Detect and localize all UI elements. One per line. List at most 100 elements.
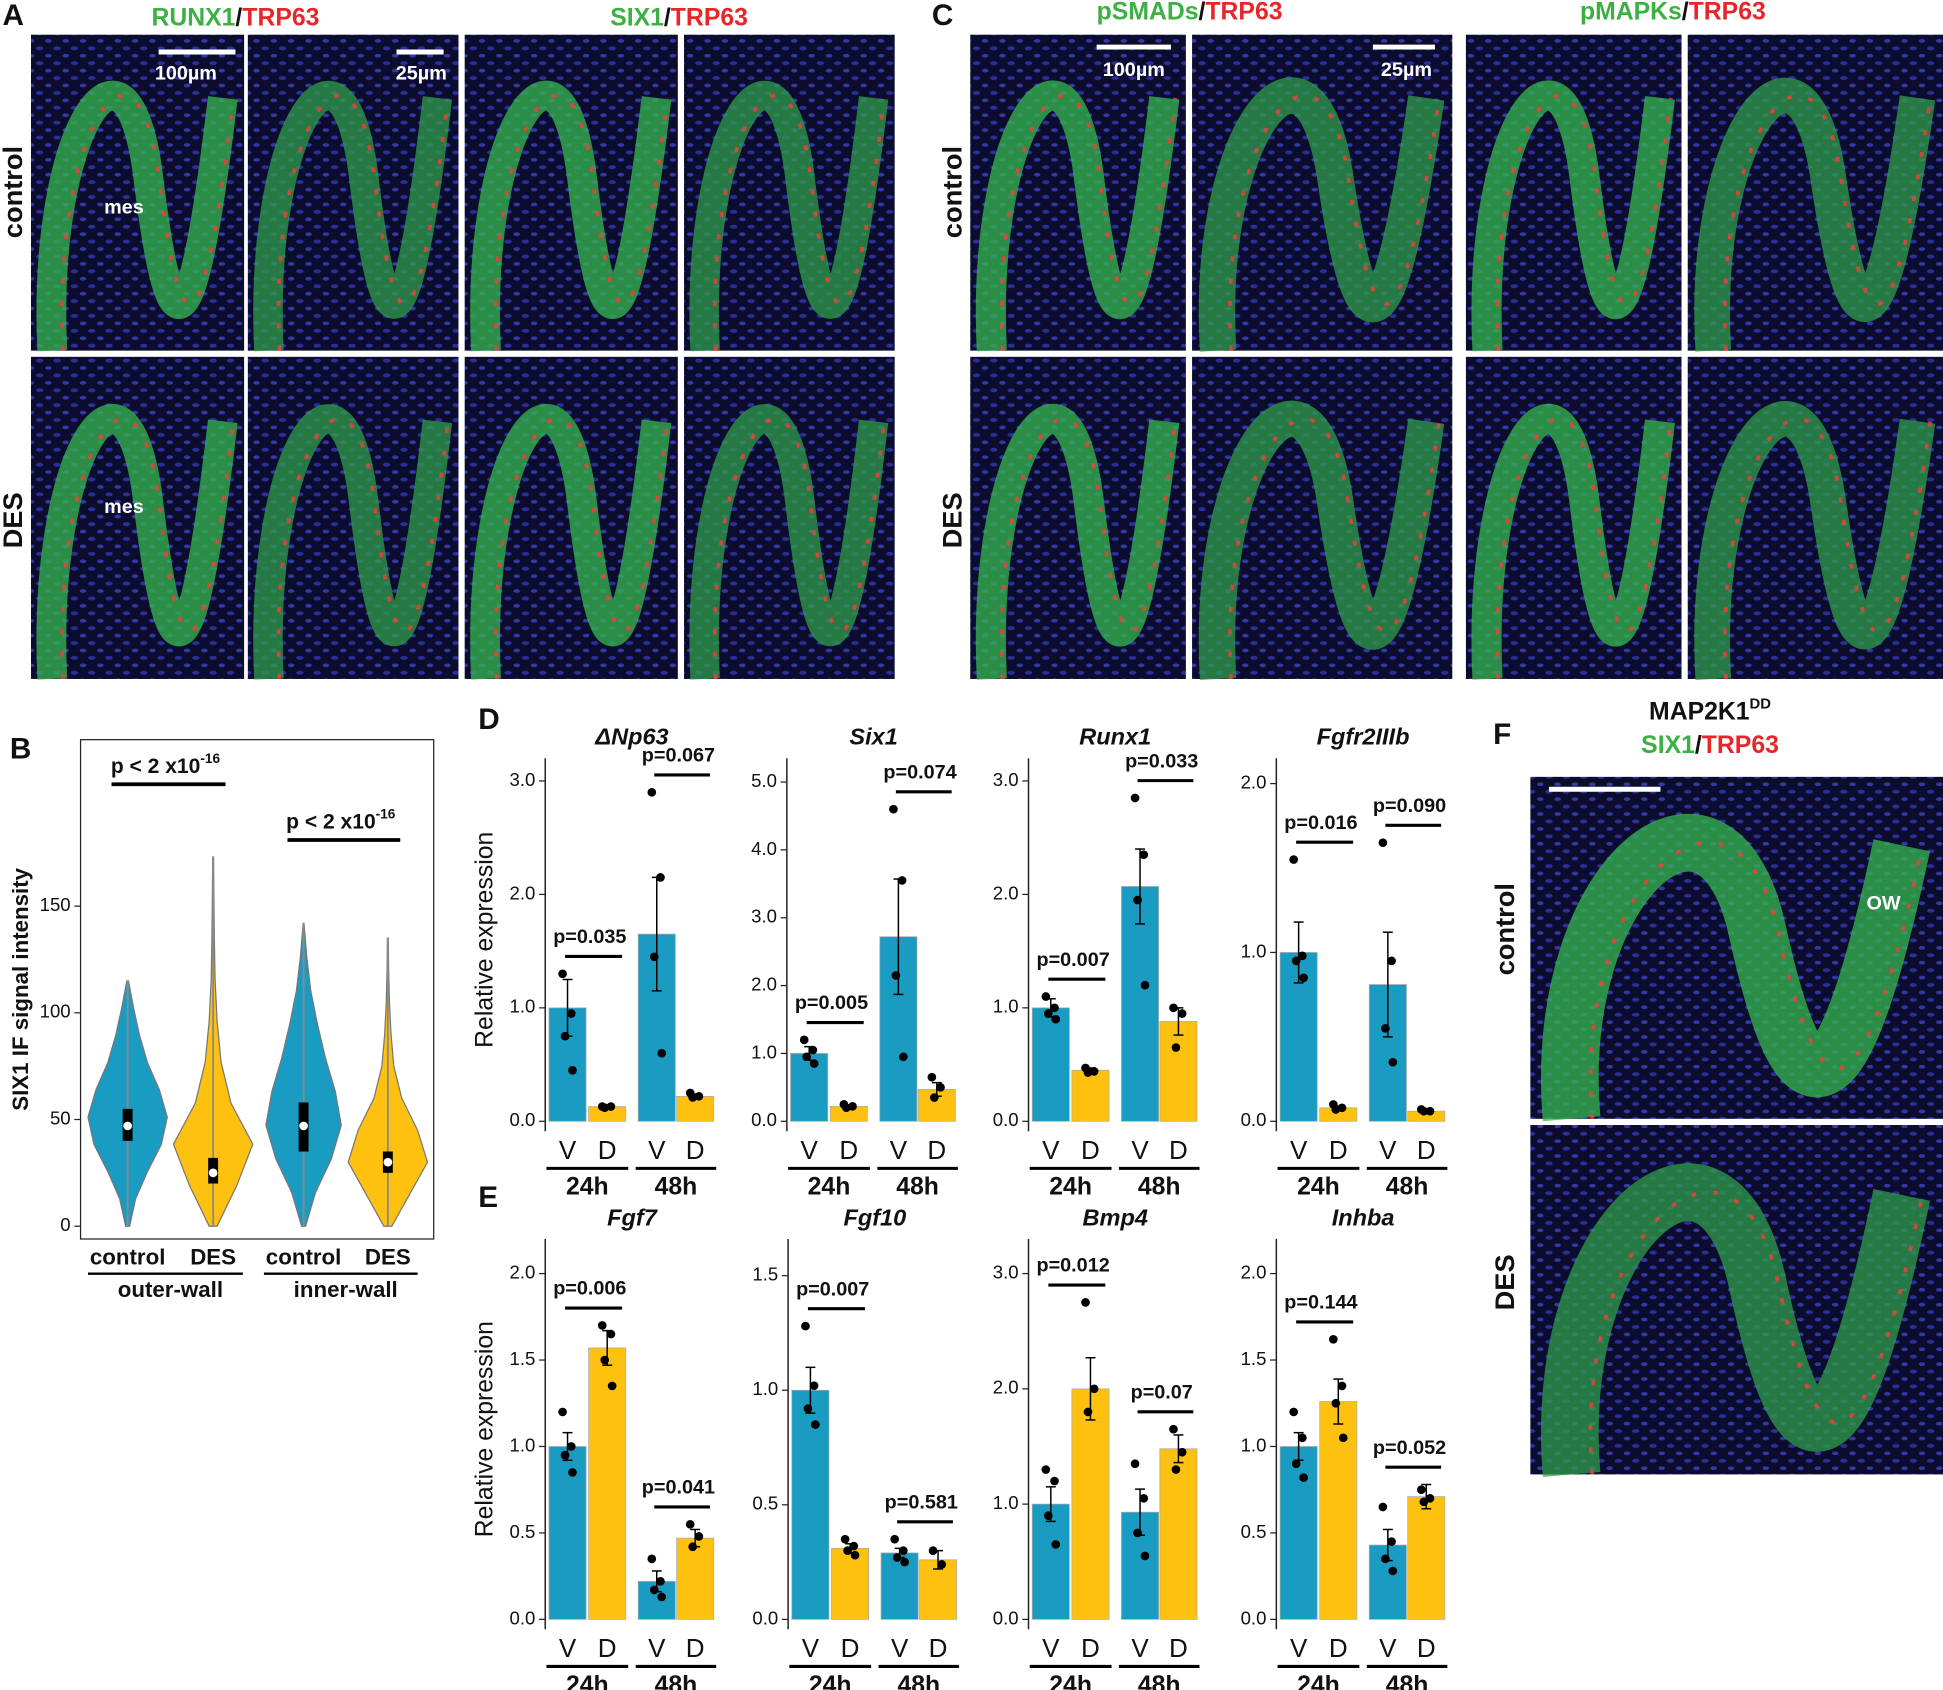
data-point bbox=[1169, 1003, 1178, 1013]
data-point bbox=[1081, 1298, 1090, 1307]
chart-title: Fgfr2IIIb bbox=[1317, 724, 1410, 750]
p-value: p < 2 x10-16 bbox=[111, 751, 221, 777]
x-tick-label: D bbox=[1081, 1135, 1100, 1165]
group-label: 24h bbox=[808, 1174, 851, 1201]
group-label: 24h bbox=[809, 1672, 852, 1690]
data-point bbox=[688, 1542, 698, 1552]
scale-label: 100µm bbox=[155, 63, 217, 85]
x-tick-label: V bbox=[802, 1633, 820, 1663]
y-tick-label: 1.0 bbox=[752, 1378, 778, 1399]
data-point bbox=[1140, 980, 1150, 990]
data-point bbox=[1388, 1566, 1398, 1576]
y-tick-label: 3.0 bbox=[751, 906, 777, 927]
p-value: p=0.007 bbox=[796, 1278, 869, 1300]
x-tick-label: D bbox=[598, 1135, 617, 1165]
data-point bbox=[1381, 1554, 1390, 1564]
p-text: p < 2 x10 bbox=[111, 755, 201, 778]
bar bbox=[1121, 886, 1159, 1122]
y-tick-label: 2.0 bbox=[751, 973, 777, 994]
bar bbox=[1407, 1496, 1446, 1620]
stain: SIX1 bbox=[1641, 731, 1695, 758]
image-header: pMAPKs/TRP63 bbox=[1580, 0, 1766, 25]
group-label: 24h bbox=[566, 1672, 609, 1690]
bar bbox=[676, 1537, 715, 1620]
x-tick-label: DES bbox=[365, 1245, 411, 1270]
data-point bbox=[1050, 1003, 1059, 1013]
x-tick-label: D bbox=[1417, 1633, 1436, 1663]
p-value: p=0.052 bbox=[1373, 1437, 1446, 1459]
data-point bbox=[1331, 1398, 1341, 1408]
x-tick-label: V bbox=[1131, 1135, 1149, 1165]
x-tick-label: V bbox=[1042, 1633, 1060, 1663]
y-tick-label: 0.5 bbox=[1241, 1521, 1267, 1542]
y-tick-label: 2.0 bbox=[1241, 1261, 1267, 1282]
y-axis-title: Relative expression bbox=[471, 1321, 498, 1537]
p-value: p=0.007 bbox=[1036, 949, 1109, 971]
p-value: p=0.016 bbox=[1284, 812, 1357, 834]
group-label: 24h bbox=[1049, 1174, 1092, 1201]
data-point bbox=[843, 1546, 852, 1555]
x-tick-label: V bbox=[559, 1135, 577, 1165]
data-point bbox=[688, 1093, 698, 1102]
x-tick-label: D bbox=[841, 1633, 860, 1663]
x-tick-label: V bbox=[1379, 1135, 1397, 1165]
p-value: p=0.006 bbox=[553, 1278, 626, 1300]
x-tick-label: D bbox=[1329, 1135, 1348, 1165]
bar bbox=[1031, 1007, 1070, 1122]
data-point bbox=[560, 1031, 570, 1041]
data-point bbox=[647, 787, 657, 797]
stain: TRP63 bbox=[671, 4, 748, 31]
group-label: 48h bbox=[1386, 1174, 1429, 1201]
x-tick-label: D bbox=[1169, 1633, 1188, 1663]
plot-frame bbox=[79, 739, 435, 1240]
group-label: 24h bbox=[1297, 1174, 1340, 1201]
y-tick-label: 1.0 bbox=[751, 1041, 777, 1062]
data-point bbox=[566, 1442, 576, 1451]
group-label: outer-wall bbox=[118, 1277, 223, 1302]
image-header: SIX1/TRP63 bbox=[610, 4, 748, 31]
bar bbox=[1319, 1401, 1358, 1620]
epithelium bbox=[1471, 403, 1675, 680]
data-point bbox=[600, 1103, 610, 1113]
data-point bbox=[607, 1381, 617, 1391]
data-point bbox=[936, 1083, 945, 1092]
stain: TRP63 bbox=[1689, 0, 1766, 25]
y-tick-label: 2.0 bbox=[509, 882, 535, 903]
p-value: p=0.005 bbox=[795, 992, 868, 1014]
data-point bbox=[1130, 793, 1140, 803]
data-point bbox=[811, 1420, 820, 1429]
data-point bbox=[1338, 1433, 1348, 1443]
stain: TRP63 bbox=[1205, 0, 1282, 25]
epithelium bbox=[253, 80, 453, 352]
data-point bbox=[1051, 1540, 1061, 1549]
bar bbox=[1071, 1388, 1110, 1620]
y-tick-label: 1.5 bbox=[509, 1348, 535, 1369]
chart-title: Six1 bbox=[849, 724, 897, 750]
x-tick-label: D bbox=[686, 1633, 705, 1663]
data-point bbox=[937, 1560, 947, 1569]
chart-title: Bmp4 bbox=[1083, 1204, 1148, 1230]
data-point bbox=[606, 1329, 616, 1339]
data-point bbox=[656, 1577, 665, 1586]
x-tick-label: D bbox=[1417, 1135, 1436, 1165]
group-label: 48h bbox=[1386, 1672, 1429, 1690]
bar bbox=[1159, 1021, 1198, 1122]
y-tick-label: 0.5 bbox=[509, 1521, 535, 1542]
data-point bbox=[558, 1407, 567, 1417]
x-tick-label: V bbox=[1042, 1135, 1060, 1165]
bar bbox=[791, 1389, 830, 1620]
x-tick-label: V bbox=[891, 1633, 909, 1663]
data-point bbox=[1133, 1528, 1142, 1538]
data-point bbox=[899, 1546, 908, 1555]
data-point bbox=[1289, 855, 1299, 864]
panel-label: C bbox=[932, 0, 953, 32]
p-text: p < 2 x10 bbox=[286, 810, 376, 833]
x-tick-label: D bbox=[1329, 1633, 1348, 1663]
x-tick-label: V bbox=[648, 1633, 666, 1663]
data-point bbox=[1298, 1433, 1307, 1443]
image-header: RUNX1/TRP63 bbox=[151, 4, 319, 31]
y-tick-label: 5.0 bbox=[751, 770, 777, 791]
data-point bbox=[1171, 1465, 1181, 1474]
data-point bbox=[891, 971, 901, 980]
data-point bbox=[890, 1534, 900, 1544]
